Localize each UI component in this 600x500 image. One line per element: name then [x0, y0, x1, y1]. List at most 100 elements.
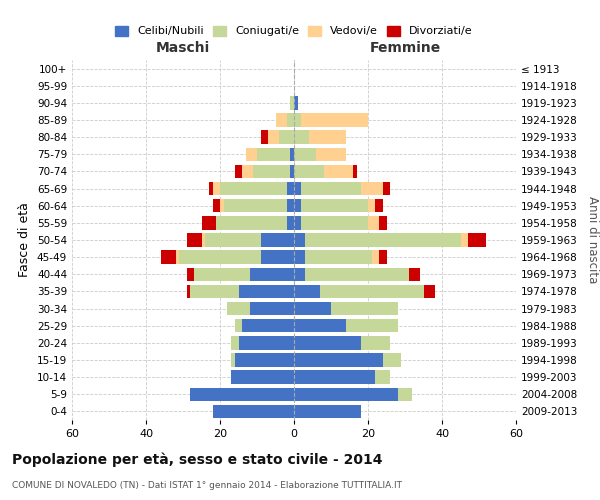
Bar: [217, 216, 287, 230]
Bar: [235, 319, 242, 332]
Bar: [194, 268, 250, 281]
Bar: [294, 268, 305, 281]
Bar: [205, 234, 260, 246]
Bar: [220, 182, 287, 196]
Bar: [305, 268, 409, 281]
Bar: [235, 354, 294, 366]
Bar: [361, 182, 383, 196]
Bar: [239, 336, 294, 349]
Bar: [202, 216, 217, 230]
Bar: [187, 284, 190, 298]
Bar: [331, 302, 398, 316]
Bar: [323, 164, 353, 178]
Bar: [309, 130, 346, 144]
Bar: [212, 182, 220, 196]
Bar: [294, 336, 361, 349]
Bar: [260, 234, 294, 246]
Bar: [287, 182, 294, 196]
Bar: [190, 388, 294, 401]
Bar: [368, 199, 376, 212]
Bar: [305, 234, 461, 246]
Bar: [361, 336, 390, 349]
Bar: [294, 284, 320, 298]
Bar: [294, 302, 331, 316]
Bar: [346, 319, 398, 332]
Bar: [290, 164, 294, 178]
Bar: [179, 250, 260, 264]
Bar: [187, 268, 194, 281]
Bar: [260, 250, 294, 264]
Bar: [294, 199, 301, 212]
Bar: [409, 268, 420, 281]
Bar: [190, 284, 239, 298]
Bar: [294, 164, 323, 178]
Text: Femmine: Femmine: [370, 41, 440, 55]
Bar: [257, 148, 290, 161]
Bar: [398, 388, 412, 401]
Bar: [287, 114, 294, 126]
Text: COMUNE DI NOVALEDO (TN) - Dati ISTAT 1° gennaio 2014 - Elaborazione TUTTITALIA.I: COMUNE DI NOVALEDO (TN) - Dati ISTAT 1° …: [12, 481, 402, 490]
Bar: [301, 199, 368, 212]
Bar: [305, 250, 372, 264]
Bar: [275, 114, 287, 126]
Text: Popolazione per età, sesso e stato civile - 2014: Popolazione per età, sesso e stato civil…: [12, 452, 383, 467]
Bar: [294, 250, 305, 264]
Bar: [242, 319, 294, 332]
Bar: [202, 234, 205, 246]
Bar: [212, 199, 220, 212]
Bar: [379, 250, 386, 264]
Bar: [250, 268, 294, 281]
Bar: [294, 216, 301, 230]
Text: Maschi: Maschi: [156, 41, 210, 55]
Bar: [161, 250, 176, 264]
Bar: [235, 164, 242, 178]
Bar: [294, 370, 376, 384]
Bar: [294, 114, 301, 126]
Bar: [461, 234, 468, 246]
Bar: [301, 114, 368, 126]
Legend: Celibi/Nubili, Coniugati/e, Vedovi/e, Divorziati/e: Celibi/Nubili, Coniugati/e, Vedovi/e, Di…: [112, 22, 476, 40]
Bar: [383, 182, 390, 196]
Bar: [468, 234, 487, 246]
Bar: [376, 370, 390, 384]
Bar: [320, 284, 424, 298]
Bar: [294, 130, 309, 144]
Bar: [212, 404, 294, 418]
Bar: [268, 130, 279, 144]
Bar: [176, 250, 179, 264]
Bar: [383, 354, 401, 366]
Bar: [287, 216, 294, 230]
Y-axis label: Fasce di età: Fasce di età: [19, 202, 31, 278]
Bar: [294, 319, 346, 332]
Bar: [301, 182, 361, 196]
Bar: [287, 199, 294, 212]
Y-axis label: Anni di nascita: Anni di nascita: [586, 196, 599, 284]
Bar: [424, 284, 434, 298]
Bar: [316, 148, 346, 161]
Bar: [231, 354, 235, 366]
Bar: [290, 148, 294, 161]
Bar: [294, 96, 298, 110]
Bar: [239, 284, 294, 298]
Bar: [261, 130, 268, 144]
Bar: [294, 234, 305, 246]
Bar: [294, 182, 301, 196]
Bar: [294, 388, 398, 401]
Bar: [279, 130, 294, 144]
Bar: [246, 148, 257, 161]
Bar: [209, 182, 212, 196]
Bar: [250, 302, 294, 316]
Bar: [372, 250, 379, 264]
Bar: [353, 164, 357, 178]
Bar: [253, 164, 290, 178]
Bar: [294, 148, 316, 161]
Bar: [231, 336, 239, 349]
Bar: [187, 234, 202, 246]
Bar: [301, 216, 368, 230]
Bar: [368, 216, 379, 230]
Bar: [224, 199, 287, 212]
Bar: [294, 354, 383, 366]
Bar: [376, 199, 383, 212]
Bar: [231, 370, 294, 384]
Bar: [242, 164, 253, 178]
